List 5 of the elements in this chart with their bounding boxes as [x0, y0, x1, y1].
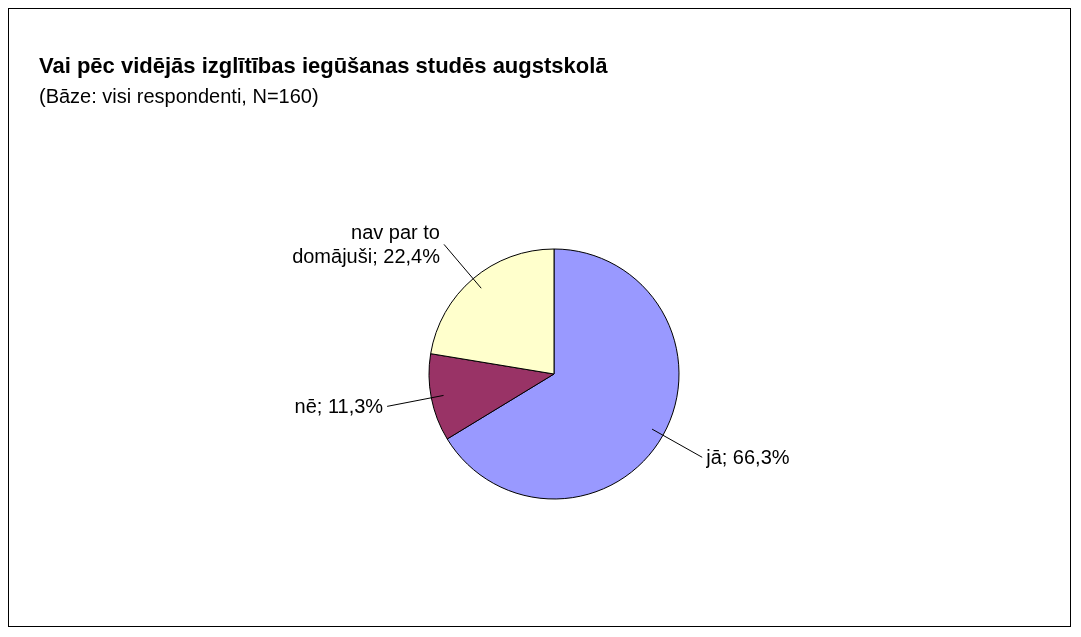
chart-title: Vai pēc vidējās izglītības iegūšanas studēs augstskolā [39, 53, 608, 79]
slice-label: nē; 11,3% [294, 394, 384, 419]
chart-subtitle: (Bāze: visi respondenti, N=160) [39, 85, 319, 108]
slice-label: jā; 66,3% [706, 445, 790, 470]
slice-label: nav par to domājuši; 22,4% [291, 220, 440, 269]
